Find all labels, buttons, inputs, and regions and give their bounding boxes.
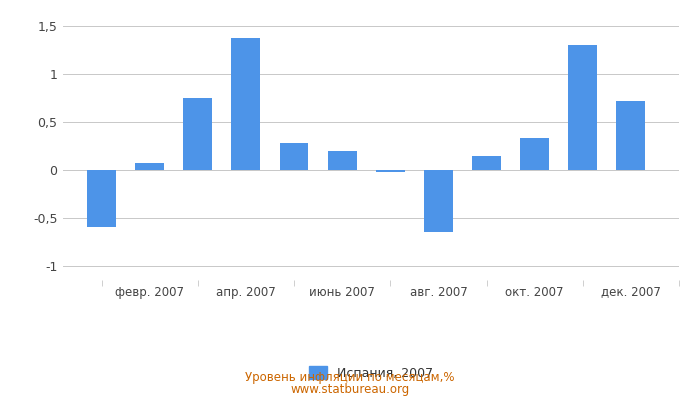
Bar bbox=[87, 170, 116, 227]
Legend: Испания, 2007: Испания, 2007 bbox=[304, 361, 438, 385]
Bar bbox=[183, 98, 212, 170]
Bar bbox=[279, 143, 309, 170]
Bar bbox=[328, 151, 356, 170]
Bar bbox=[135, 163, 164, 170]
Bar bbox=[617, 102, 645, 170]
Bar bbox=[520, 138, 549, 170]
Bar bbox=[472, 156, 501, 170]
Text: www.statbureau.org: www.statbureau.org bbox=[290, 384, 410, 396]
Text: Уровень инфляции по месяцам,%: Уровень инфляции по месяцам,% bbox=[245, 372, 455, 384]
Bar bbox=[424, 170, 453, 232]
Bar bbox=[568, 45, 597, 170]
Bar bbox=[232, 38, 260, 170]
Bar bbox=[376, 170, 405, 172]
